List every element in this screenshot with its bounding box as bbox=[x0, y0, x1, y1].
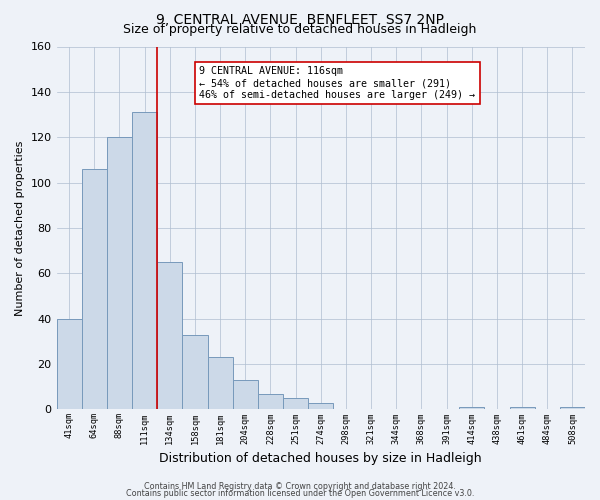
Bar bbox=[233, 380, 258, 410]
Text: 9, CENTRAL AVENUE, BENFLEET, SS7 2NP: 9, CENTRAL AVENUE, BENFLEET, SS7 2NP bbox=[156, 12, 444, 26]
X-axis label: Distribution of detached houses by size in Hadleigh: Distribution of detached houses by size … bbox=[160, 452, 482, 465]
Bar bbox=[459, 407, 484, 410]
Bar bbox=[56, 318, 82, 410]
Text: 9 CENTRAL AVENUE: 116sqm
← 54% of detached houses are smaller (291)
46% of semi-: 9 CENTRAL AVENUE: 116sqm ← 54% of detach… bbox=[199, 66, 475, 100]
Bar bbox=[208, 357, 233, 410]
Bar bbox=[182, 334, 208, 409]
Bar bbox=[283, 398, 308, 409]
Bar bbox=[509, 407, 535, 410]
Bar bbox=[157, 262, 182, 410]
Bar bbox=[82, 169, 107, 410]
Bar bbox=[132, 112, 157, 410]
Y-axis label: Number of detached properties: Number of detached properties bbox=[15, 140, 25, 316]
Bar bbox=[107, 137, 132, 409]
Bar bbox=[308, 402, 334, 409]
Text: Contains HM Land Registry data © Crown copyright and database right 2024.: Contains HM Land Registry data © Crown c… bbox=[144, 482, 456, 491]
Bar bbox=[560, 407, 585, 410]
Bar bbox=[258, 394, 283, 409]
Text: Size of property relative to detached houses in Hadleigh: Size of property relative to detached ho… bbox=[124, 22, 476, 36]
Text: Contains public sector information licensed under the Open Government Licence v3: Contains public sector information licen… bbox=[126, 490, 474, 498]
